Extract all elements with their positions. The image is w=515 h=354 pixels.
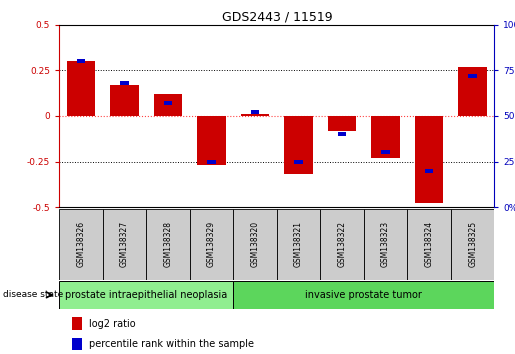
Bar (164, 101, 172, 105)
Bar (284, 116, 313, 174)
Text: GSM138327: GSM138327 (120, 221, 129, 267)
Bar (77, 59, 85, 63)
Text: GSM138322: GSM138322 (338, 221, 347, 267)
Bar (67, 61, 95, 116)
Bar (146, 209, 190, 280)
Bar (190, 209, 233, 280)
Bar (295, 160, 303, 164)
Bar (154, 94, 182, 116)
Bar (277, 209, 320, 280)
Bar (241, 114, 269, 116)
Bar (458, 67, 487, 116)
Bar (425, 169, 433, 173)
Bar (469, 74, 477, 78)
Text: GSM138329: GSM138329 (207, 221, 216, 267)
Text: GSM138320: GSM138320 (251, 221, 260, 267)
Text: GSM138328: GSM138328 (164, 221, 173, 267)
Bar (407, 209, 451, 280)
Bar (208, 160, 216, 164)
Bar (233, 209, 277, 280)
Bar (103, 209, 146, 280)
Bar (371, 116, 400, 158)
Text: invasive prostate tumor: invasive prostate tumor (305, 290, 422, 300)
Text: prostate intraepithelial neoplasia: prostate intraepithelial neoplasia (65, 290, 228, 300)
Bar (451, 209, 494, 280)
Bar (328, 116, 356, 131)
Bar (415, 116, 443, 204)
Bar (59, 209, 103, 280)
Bar (59, 281, 233, 309)
Bar (110, 85, 139, 116)
Text: GSM138323: GSM138323 (381, 221, 390, 267)
Title: GDS2443 / 11519: GDS2443 / 11519 (221, 11, 332, 24)
Bar (72, 317, 82, 330)
Bar (251, 110, 259, 114)
Text: percentile rank within the sample: percentile rank within the sample (89, 339, 254, 349)
Text: GSM138324: GSM138324 (425, 221, 434, 267)
Bar (121, 81, 129, 85)
Text: GSM138326: GSM138326 (77, 221, 85, 267)
Bar (320, 209, 364, 280)
Bar (382, 150, 390, 154)
Bar (233, 281, 494, 309)
Text: disease state: disease state (3, 290, 63, 299)
Text: GSM138321: GSM138321 (294, 221, 303, 267)
Bar (338, 132, 346, 136)
Bar (197, 116, 226, 165)
Text: log2 ratio: log2 ratio (89, 319, 135, 329)
Bar (72, 338, 82, 350)
Bar (364, 209, 407, 280)
Text: GSM138325: GSM138325 (468, 221, 477, 267)
